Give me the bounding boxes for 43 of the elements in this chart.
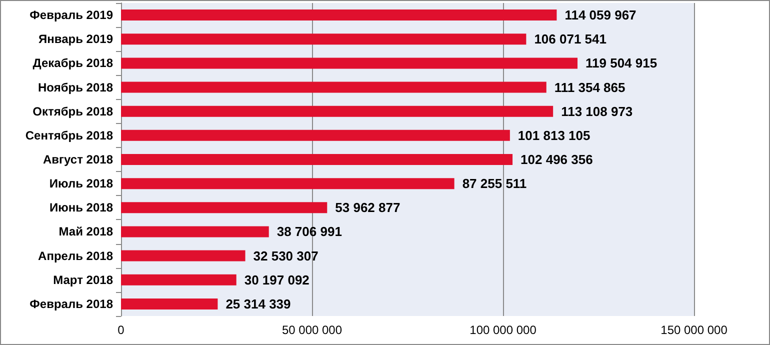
y-tick-label: Май 2018	[58, 224, 114, 239]
data-label: 111 354 865	[554, 80, 626, 95]
bar	[121, 298, 218, 310]
y-tick-label: Август 2018	[43, 152, 114, 166]
y-tick-label: Декабрь 2018	[32, 56, 114, 70]
bar	[121, 202, 328, 214]
bar	[121, 82, 546, 93]
data-label: 25 314 339	[226, 296, 291, 312]
bar	[121, 274, 236, 286]
y-tick-label: Февраль 2018	[30, 296, 114, 311]
bar	[121, 250, 246, 262]
x-tick-label: 100 000 000	[470, 323, 537, 337]
y-tick-label: Февраль 2019	[30, 8, 114, 22]
data-label: 119 504 915	[586, 56, 658, 71]
data-label: 102 496 356	[520, 152, 593, 167]
y-tick-label: Ноябрь 2018	[38, 80, 114, 94]
bar	[121, 106, 554, 117]
bar	[121, 226, 269, 238]
data-label: 87 255 511	[462, 176, 527, 192]
y-tick-label: Апрель 2018	[38, 248, 114, 263]
x-tick-label: 0	[118, 323, 125, 337]
bar	[121, 178, 454, 190]
y-tick-label: Июль 2018	[49, 176, 114, 191]
y-tick-label: Январь 2019	[38, 32, 114, 46]
data-label: 38 706 991	[276, 224, 342, 240]
bar	[121, 130, 510, 141]
y-tick-label: Март 2018	[53, 272, 114, 287]
data-label: 30 197 092	[244, 272, 310, 288]
data-label: 101 813 105	[518, 128, 590, 143]
bar	[121, 34, 526, 45]
x-tick-label: 150 000 000	[660, 323, 728, 337]
y-tick-label: Июнь 2018	[49, 200, 114, 215]
data-label: 114 059 967	[564, 8, 636, 23]
data-label: 106 071 541	[534, 32, 606, 47]
y-tick-label: Октябрь 2018	[32, 104, 114, 118]
bar	[121, 154, 513, 165]
bar	[121, 58, 578, 69]
bar	[121, 10, 557, 21]
data-label: 113 108 973	[561, 104, 633, 119]
data-label: 53 962 877	[335, 200, 400, 216]
y-tick-label: Сентябрь 2018	[25, 128, 114, 142]
data-label: 32 530 307	[253, 248, 318, 264]
x-tick-label: 50 000 000	[282, 323, 342, 337]
